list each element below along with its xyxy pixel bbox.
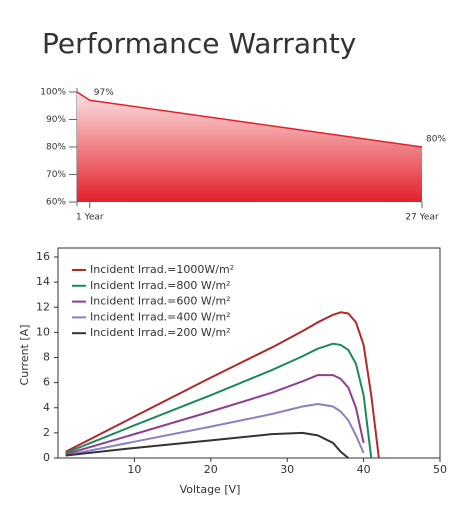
y-tick-label: 16 — [36, 250, 50, 263]
x-tick-label: 50 — [433, 463, 447, 476]
y-tick-label: 100% — [40, 88, 66, 98]
legend-label: Incident Irrad.=800 W/m² — [90, 279, 231, 292]
iv-curve — [65, 342, 373, 459]
legend-label: Incident Irrad.=400 W/m² — [90, 310, 231, 323]
x-tick-label: 40 — [357, 463, 371, 476]
iv-curve — [65, 374, 365, 456]
y-tick-label: 14 — [36, 275, 50, 288]
x-tick-label: 10 — [127, 463, 141, 476]
iv-curve — [65, 311, 380, 459]
legend-label: Incident Irrad.=200 W/m² — [90, 326, 231, 339]
x-tick-label: 20 — [204, 463, 218, 476]
x-tick-label: 1 Year — [76, 213, 104, 223]
y-tick-label: 70% — [46, 170, 66, 180]
x-tick-label: 30 — [280, 463, 294, 476]
iv-curve — [65, 402, 365, 457]
x-axis-title: Voltage [V] — [180, 483, 241, 496]
legend-label: Incident Irrad.=600 W/m² — [90, 295, 231, 308]
y-tick-label: 80% — [46, 143, 66, 153]
iv-curve — [65, 431, 349, 459]
y-tick-label: 90% — [46, 115, 66, 125]
y-tick-label: 0 — [43, 451, 50, 464]
y-tick-label: 4 — [43, 401, 50, 414]
warranty-area — [77, 92, 422, 202]
plot-frame — [57, 247, 441, 459]
y-tick-label: 60% — [46, 198, 66, 208]
y-tick-label: 12 — [36, 300, 50, 313]
y-axis-title: Current [A] — [18, 325, 31, 386]
y-tick-label: 6 — [43, 376, 50, 389]
data-label: 80% — [426, 135, 446, 145]
y-tick-label: 8 — [43, 351, 50, 364]
warranty-line — [76, 91, 423, 148]
legend-label: Incident Irrad.=1000W/m² — [90, 263, 234, 276]
x-tick-label: 27 Year — [405, 213, 439, 223]
chart-title: Performance Warranty — [42, 27, 356, 60]
y-tick-label: 10 — [36, 325, 50, 338]
data-label: 97% — [94, 88, 114, 98]
y-tick-label: 2 — [43, 426, 50, 439]
